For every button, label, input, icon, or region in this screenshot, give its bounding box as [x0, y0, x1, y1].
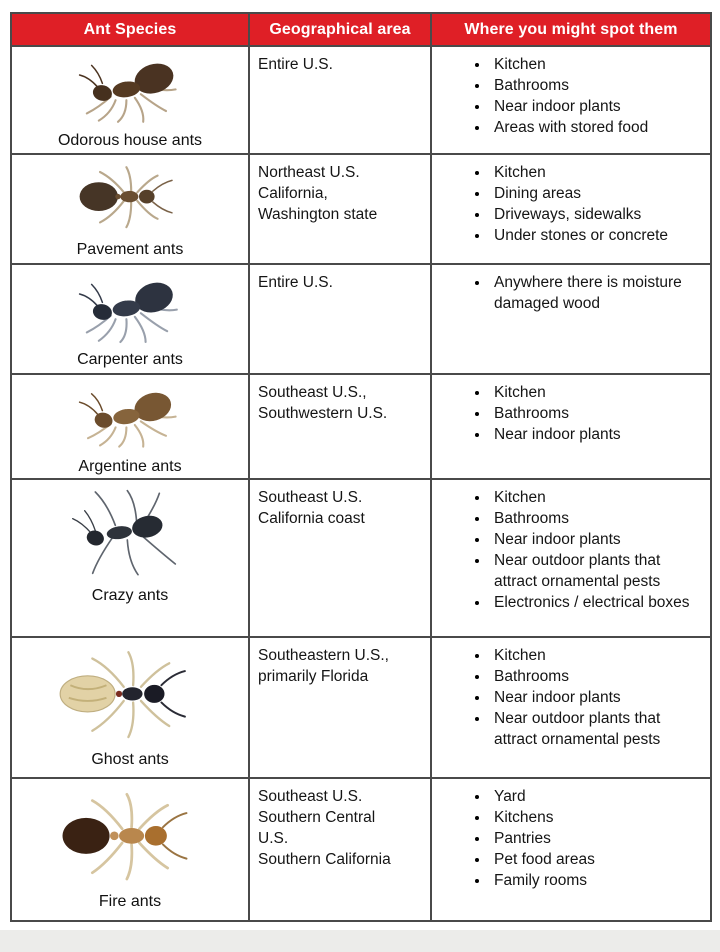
spot-item: Kitchen [490, 163, 702, 184]
column-header-where-spot: Where you might spot them [430, 12, 712, 47]
spots-list: KitchenBathroomsNear indoor plantsNear o… [434, 646, 702, 751]
spot-item: Kitchen [490, 488, 702, 509]
geo-area-cell: Entire U.S. [248, 263, 432, 375]
species-cell: Pavement ants [10, 153, 250, 265]
spot-item: Anywhere there is moisture damaged wood [490, 273, 702, 315]
geo-area-cell: Southeast U.S. California coast [248, 478, 432, 638]
species-name: Ghost ants [91, 751, 169, 768]
spot-item: Electronics / electrical boxes [490, 593, 702, 614]
spot-item: Kitchen [490, 55, 702, 76]
spot-item: Near outdoor plants that attract ornamen… [490, 709, 702, 751]
spot-item: Near outdoor plants that attract ornamen… [490, 551, 702, 593]
species-name: Carpenter ants [77, 350, 183, 368]
table-row: Carpenter ants Entire U.S. Anywhere ther… [10, 263, 712, 375]
spot-item: Bathrooms [490, 76, 702, 97]
spots-list: YardKitchensPantriesPet food areasFamily… [434, 787, 702, 892]
spot-item: Under stones or concrete [490, 226, 702, 247]
carpenter-ant-icon [16, 270, 244, 348]
spot-item: Areas with stored food [490, 118, 702, 139]
spot-item: Near indoor plants [490, 425, 702, 446]
table-row: Crazy ants Southeast U.S. California coa… [10, 478, 712, 638]
spot-item: Pet food areas [490, 850, 702, 871]
ant-species-table: Ant Species Geographical area Where you … [10, 12, 712, 922]
spots-cell: KitchenBathroomsNear indoor plants [430, 373, 712, 480]
species-cell: Odorous house ants [10, 45, 250, 155]
spot-item: Yard [490, 787, 702, 808]
species-name: Odorous house ants [57, 131, 203, 149]
spot-item: Near indoor plants [490, 97, 702, 118]
spots-cell: YardKitchensPantriesPet food areasFamily… [430, 777, 712, 922]
spot-item: Kitchens [490, 808, 702, 829]
table-row: Ghost ants Southeastern U.S., primarily … [10, 636, 712, 779]
spot-item: Bathrooms [490, 404, 702, 425]
table-row: Argentine ants Southeast U.S., Southwest… [10, 373, 712, 480]
geo-area-cell: Southeast U.S. Southern Central U.S. Sou… [248, 777, 432, 922]
header-row: Ant Species Geographical area Where you … [10, 12, 712, 47]
crazy-ant-icon [16, 484, 244, 584]
spot-item: Family rooms [490, 871, 702, 892]
spot-item: Bathrooms [490, 509, 702, 530]
fire-ant-icon [16, 788, 244, 890]
geo-area-cell: Southeastern U.S., primarily Florida [248, 636, 432, 779]
spots-cell: Anywhere there is moisture damaged wood [430, 263, 712, 375]
table-row: Fire ants Southeast U.S. Southern Centra… [10, 777, 712, 922]
species-cell: Carpenter ants [10, 263, 250, 375]
spots-list: KitchenBathroomsNear indoor plants [434, 383, 702, 446]
spot-item: Near indoor plants [490, 530, 702, 551]
table-row: Pavement ants Northeast U.S. California,… [10, 153, 712, 265]
spot-item: Near indoor plants [490, 688, 702, 709]
geo-area-cell: Entire U.S. [248, 45, 432, 155]
species-cell: Crazy ants [10, 478, 250, 638]
species-cell: Argentine ants [10, 373, 250, 480]
ghost-ant-icon [16, 646, 244, 748]
column-header-geographical-area: Geographical area [248, 12, 432, 47]
spots-list: KitchenDining areasDriveways, sidewalksU… [434, 163, 702, 247]
spots-cell: KitchenBathroomsNear indoor plantsAreas … [430, 45, 712, 155]
column-header-ant-species: Ant Species [10, 12, 250, 47]
spot-item: Dining areas [490, 184, 702, 205]
spots-cell: KitchenBathroomsNear indoor plantsNear o… [430, 636, 712, 779]
species-name: Argentine ants [78, 458, 182, 475]
geo-area-cell: Southeast U.S., Southwestern U.S. [248, 373, 432, 480]
spot-item: Pantries [490, 829, 702, 850]
argentine-ant-icon [16, 377, 244, 455]
spots-list: KitchenBathroomsNear indoor plantsNear o… [434, 488, 702, 614]
pavement-ant-icon [16, 160, 244, 238]
spots-cell: KitchenBathroomsNear indoor plantsNear o… [430, 478, 712, 638]
species-name: Pavement ants [76, 240, 184, 258]
table-row: Odorous house ants Entire U.S. KitchenBa… [10, 45, 712, 155]
species-cell: Fire ants [10, 777, 250, 922]
spots-cell: KitchenDining areasDriveways, sidewalksU… [430, 153, 712, 265]
spots-list: Anywhere there is moisture damaged wood [434, 273, 702, 315]
species-cell: Ghost ants [10, 636, 250, 779]
geo-area-cell: Northeast U.S. California, Washington st… [248, 153, 432, 265]
spot-item: Bathrooms [490, 667, 702, 688]
species-name: Crazy ants [91, 587, 169, 604]
spot-item: Kitchen [490, 646, 702, 667]
odorous-house-ant-icon [16, 51, 244, 129]
spot-item: Driveways, sidewalks [490, 205, 702, 226]
species-name: Fire ants [98, 893, 162, 910]
spots-list: KitchenBathroomsNear indoor plantsAreas … [434, 55, 702, 139]
spot-item: Kitchen [490, 383, 702, 404]
